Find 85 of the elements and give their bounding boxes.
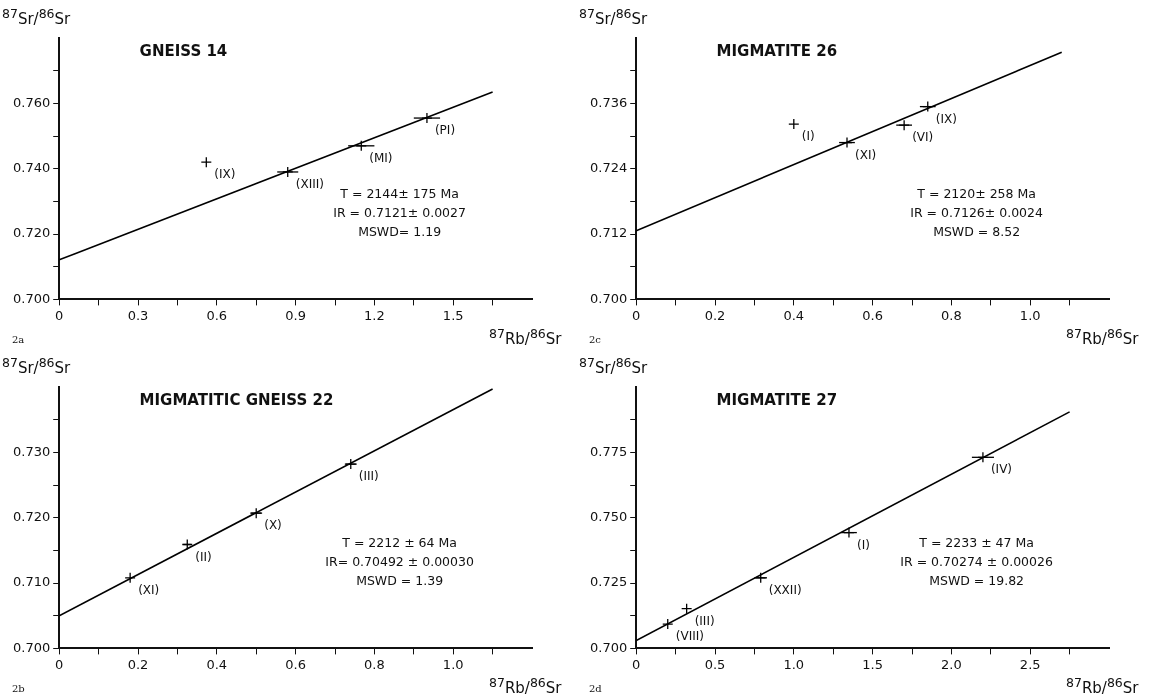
- x-tick-label: 0.5: [704, 656, 726, 672]
- x-tick-label: 0.6: [206, 307, 228, 323]
- chart-title: MIGMATITE 26: [716, 41, 838, 60]
- annotation: MSWD = 8.52: [933, 224, 1021, 240]
- y-tick-label: 0.760: [13, 94, 51, 110]
- annotation: (IX): [935, 111, 957, 126]
- annotation: (PI): [434, 123, 456, 138]
- y-tick-label: 0.720: [13, 509, 51, 525]
- annotation: IR = 0.70274 ± 0.00026: [900, 554, 1053, 570]
- chart-title: MIGMATITE 27: [716, 390, 838, 409]
- annotation: IR = 0.7121± 0.0027: [333, 205, 466, 221]
- x-tick-label: 0.8: [941, 307, 962, 323]
- x-tick-label: 0.2: [127, 656, 149, 672]
- annotation: (XI): [855, 147, 877, 162]
- y-axis-title: $^{87}$Sr/$^{86}$Sr: [2, 6, 71, 28]
- x-tick-label: 1.0: [442, 656, 464, 672]
- annotation: MSWD = 1.39: [356, 573, 444, 589]
- y-axis-title: $^{87}$Sr/$^{86}$Sr: [2, 355, 71, 377]
- x-tick-label: 0.8: [364, 656, 385, 672]
- annotation: (XIII): [295, 177, 324, 192]
- x-tick-label: 0.6: [862, 307, 883, 323]
- chart-title: MIGMATITIC GNEISS 22: [139, 390, 334, 409]
- x-tick-label: 0: [632, 656, 641, 672]
- y-tick-label: 0.700: [13, 290, 51, 306]
- annotation: (XI): [138, 582, 160, 597]
- y-tick-label: 0.730: [13, 443, 51, 459]
- x-tick-label: 2.5: [1019, 656, 1041, 672]
- text: 2d: [589, 683, 603, 694]
- x-tick-label: 0.2: [704, 307, 726, 323]
- text: 2a: [12, 334, 25, 345]
- annotation: (X): [264, 518, 282, 533]
- annotation: IR= 0.70492 ± 0.00030: [325, 554, 474, 570]
- x-tick-label: 0.4: [783, 307, 805, 323]
- annotation: (IX): [214, 167, 236, 182]
- chart-title: GNEISS 14: [139, 41, 228, 60]
- y-tick-label: 0.775: [590, 443, 628, 459]
- y-tick-label: 0.712: [590, 225, 628, 241]
- y-axis-title: $^{87}$Sr/$^{86}$Sr: [579, 355, 648, 377]
- y-tick-label: 0.736: [590, 94, 628, 110]
- annotation: (III): [358, 469, 379, 484]
- x-axis-title: $^{87}$Rb/$^{86}$Sr: [1066, 326, 1139, 348]
- annotation: IR = 0.7126± 0.0024: [910, 205, 1044, 221]
- x-tick-label: 1.0: [1019, 307, 1041, 323]
- x-axis-title: $^{87}$Rb/$^{86}$Sr: [489, 326, 562, 348]
- y-axis-title: $^{87}$Sr/$^{86}$Sr: [579, 6, 648, 28]
- y-tick-label: 0.700: [590, 290, 628, 306]
- y-tick-label: 0.724: [590, 160, 628, 176]
- annotation: (III): [694, 613, 715, 628]
- x-tick-label: 1.2: [364, 307, 385, 323]
- annotation: (I): [856, 537, 870, 552]
- annotation: (VI): [912, 130, 934, 145]
- annotation: (VIII): [675, 629, 704, 644]
- x-tick-label: 0.9: [285, 307, 306, 323]
- annotation: T = 2212 ± 64 Ma: [341, 535, 457, 551]
- annotation: T = 2120± 258 Ma: [916, 186, 1036, 202]
- y-tick-label: 0.750: [590, 509, 628, 525]
- annotation: MSWD= 1.19: [358, 224, 442, 240]
- x-tick-label: 0.6: [285, 656, 306, 672]
- x-axis-title: $^{87}$Rb/$^{86}$Sr: [489, 675, 562, 697]
- text: 2c: [589, 334, 602, 345]
- x-tick-label: 0.4: [206, 656, 228, 672]
- x-tick-label: 1.5: [442, 307, 464, 323]
- x-tick-label: 0: [55, 656, 64, 672]
- x-tick-label: 2.0: [941, 656, 962, 672]
- annotation: (I): [801, 129, 815, 144]
- x-tick-label: 0.3: [127, 307, 149, 323]
- y-tick-label: 0.710: [13, 574, 51, 590]
- y-tick-label: 0.725: [590, 574, 628, 590]
- x-tick-label: 1.5: [862, 656, 883, 672]
- y-tick-label: 0.720: [13, 225, 51, 241]
- annotation: (II): [195, 549, 212, 564]
- annotation: (MI): [369, 150, 393, 165]
- y-tick-label: 0.700: [590, 639, 628, 655]
- annotation: (IV): [990, 462, 1013, 477]
- annotation: (XXII): [768, 582, 802, 597]
- annotation: T = 2144± 175 Ma: [339, 186, 459, 202]
- text: 2b: [12, 683, 25, 694]
- x-axis-title: $^{87}$Rb/$^{86}$Sr: [1066, 675, 1139, 697]
- y-tick-label: 0.700: [13, 639, 51, 655]
- x-tick-label: 0: [632, 307, 641, 323]
- annotation: T = 2233 ± 47 Ma: [918, 535, 1034, 551]
- x-tick-label: 1.0: [783, 656, 805, 672]
- y-tick-label: 0.740: [13, 160, 51, 176]
- annotation: MSWD = 19.82: [929, 573, 1025, 589]
- x-tick-label: 0: [55, 307, 64, 323]
